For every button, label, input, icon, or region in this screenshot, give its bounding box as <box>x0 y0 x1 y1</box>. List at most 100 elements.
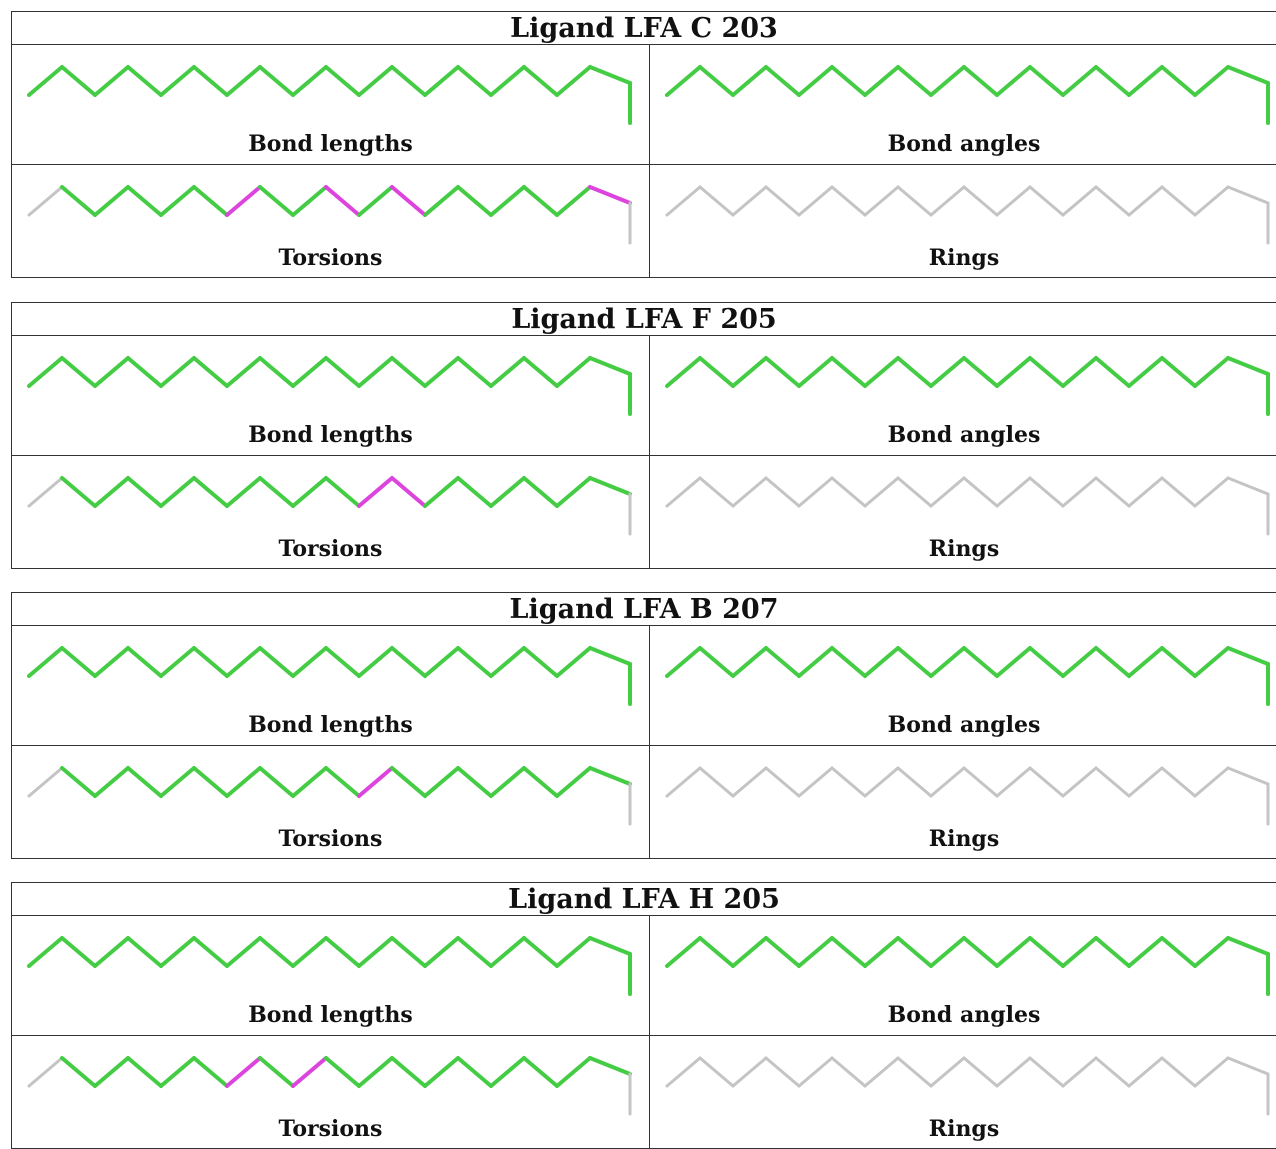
bond <box>489 185 526 217</box>
bond <box>1226 185 1270 205</box>
bond <box>764 646 801 678</box>
bond <box>27 356 64 388</box>
bond <box>588 476 632 496</box>
bond-lengths-label: Bond lengths <box>248 712 413 738</box>
bond <box>698 65 735 97</box>
bond <box>192 356 229 388</box>
bond <box>1028 936 1065 968</box>
bond <box>456 476 493 508</box>
bond <box>1028 1056 1065 1088</box>
bond <box>324 1056 361 1088</box>
bond <box>731 65 768 97</box>
bond <box>60 936 97 968</box>
rings-cell: Rings <box>650 1036 1276 1149</box>
bond <box>1226 936 1270 956</box>
bond <box>423 646 460 678</box>
bond <box>555 185 592 217</box>
bond <box>456 646 493 678</box>
bond <box>830 766 867 798</box>
bond <box>192 65 229 97</box>
bond <box>1094 65 1131 97</box>
bond <box>896 1056 933 1088</box>
bond <box>731 766 768 798</box>
bond <box>863 185 900 217</box>
bond <box>1028 185 1065 217</box>
bond <box>962 646 999 678</box>
bond <box>357 356 394 388</box>
bond <box>159 476 196 508</box>
bond <box>93 356 130 388</box>
bond <box>27 766 64 798</box>
bond <box>225 356 262 388</box>
bond <box>962 185 999 217</box>
bond <box>522 476 559 508</box>
column-divider <box>649 626 650 858</box>
rings-cell: Rings <box>650 165 1276 278</box>
bond <box>764 766 801 798</box>
bond-angles-label: Bond angles <box>887 712 1041 738</box>
bond <box>555 936 592 968</box>
ligand-chain-diagram <box>665 1056 1270 1116</box>
bond <box>489 356 526 388</box>
bond <box>126 936 163 968</box>
bond <box>456 1056 493 1088</box>
bond <box>830 185 867 217</box>
bond <box>731 646 768 678</box>
bond <box>1160 65 1197 97</box>
bond <box>698 1056 735 1088</box>
bond <box>423 936 460 968</box>
bond <box>456 766 493 798</box>
bond <box>126 185 163 217</box>
torsions-cell: Torsions <box>12 1036 649 1149</box>
bond <box>60 646 97 678</box>
panel-1: Ligand LFA F 205 Bond lengths Bond angle… <box>11 302 1276 569</box>
ligand-chain-diagram <box>27 646 632 706</box>
bond <box>896 356 933 388</box>
bond-lengths-label: Bond lengths <box>248 131 413 157</box>
bond <box>1226 646 1270 666</box>
bond <box>27 1056 64 1088</box>
bond <box>1061 646 1098 678</box>
bond <box>797 65 834 97</box>
bond <box>665 476 702 508</box>
torsions-cell: Torsions <box>12 746 649 859</box>
bond <box>258 185 295 217</box>
bond <box>291 766 328 798</box>
bond <box>291 185 328 217</box>
bond <box>489 936 526 968</box>
bond <box>192 1056 229 1088</box>
bond <box>60 65 97 97</box>
bond <box>929 356 966 388</box>
bond <box>390 766 427 798</box>
bond <box>1028 356 1065 388</box>
bond <box>863 646 900 678</box>
bond <box>1127 1056 1164 1088</box>
bond <box>1061 356 1098 388</box>
bond <box>929 476 966 508</box>
bond <box>863 65 900 97</box>
bond <box>1160 356 1197 388</box>
bond <box>962 936 999 968</box>
bond <box>962 1056 999 1088</box>
bond-lengths-cell: Bond lengths <box>12 626 649 745</box>
bond <box>1160 476 1197 508</box>
rings-label: Rings <box>928 245 1000 271</box>
bond <box>555 476 592 508</box>
bond <box>995 65 1032 97</box>
bond <box>731 1056 768 1088</box>
bond <box>159 1056 196 1088</box>
bond <box>764 185 801 217</box>
bond <box>357 936 394 968</box>
bond <box>1226 1056 1270 1076</box>
bond <box>60 476 97 508</box>
bond <box>1094 646 1131 678</box>
bond <box>1193 65 1230 97</box>
bond <box>93 185 130 217</box>
bond <box>225 65 262 97</box>
bond <box>863 356 900 388</box>
bond <box>1160 766 1197 798</box>
bond <box>764 1056 801 1088</box>
bond <box>764 936 801 968</box>
bond <box>1061 766 1098 798</box>
ligand-chain-diagram <box>665 936 1270 996</box>
